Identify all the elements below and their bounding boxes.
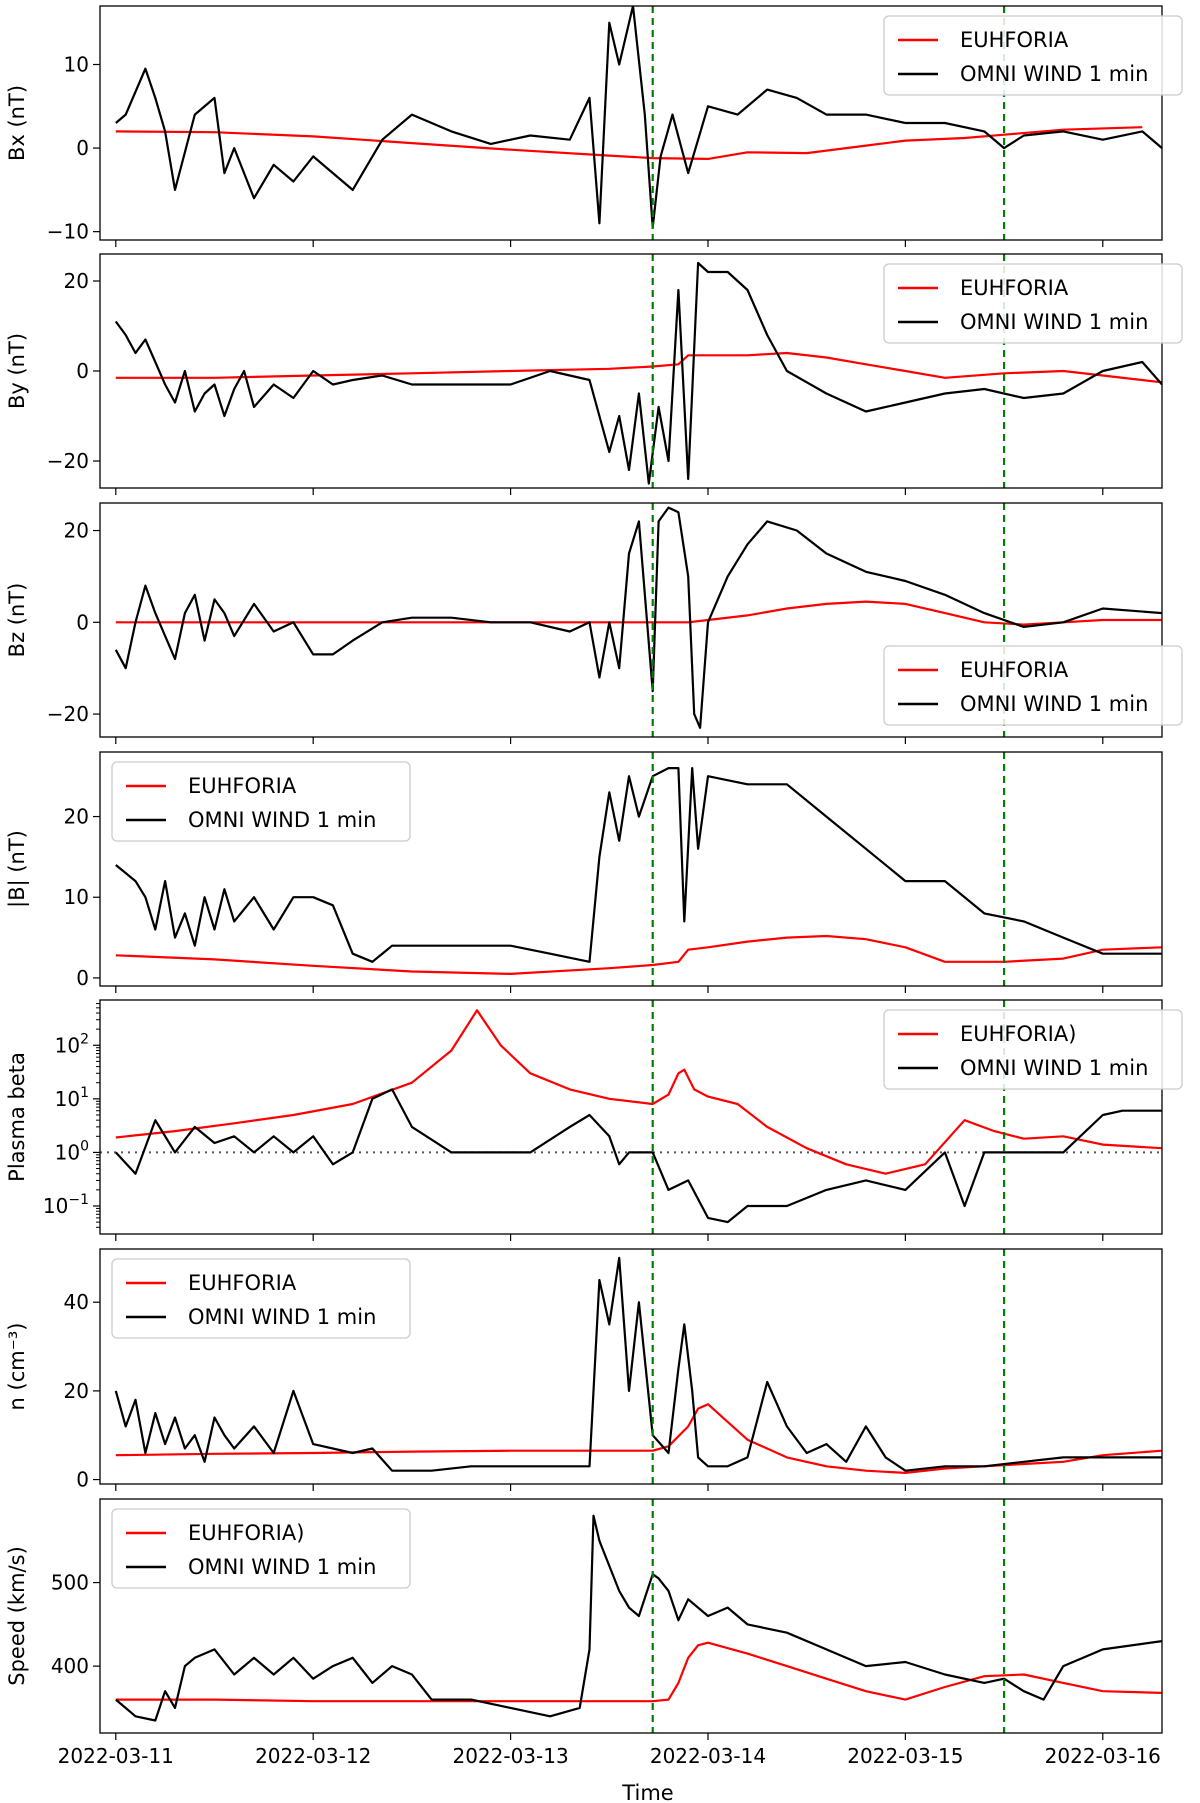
y-tick-label: 0 <box>76 966 89 990</box>
legend: EUHFORIA OMNI WIND 1 min <box>883 263 1183 344</box>
series-omni-wind <box>115 766 1162 963</box>
y-tick-label: 20 <box>64 805 89 829</box>
y-tick-label: −10 <box>47 220 89 244</box>
y-tick-label: 102 <box>55 1031 89 1057</box>
series-omni-wind <box>114 261 1162 485</box>
plot-frame <box>99 502 1163 738</box>
legend-label: OMNI WIND 1 min <box>960 62 1148 86</box>
legend: EUHFORIA) OMNI WIND 1 min <box>883 1009 1183 1090</box>
y-tick-label: 0 <box>76 359 89 383</box>
y-axis-title: Bz (nT) <box>5 583 29 658</box>
panel-3: −20 0 20 Bz (nT) EUHFORIA OMNI WIND 1 min <box>5 502 1183 744</box>
y-axis-title: n (cm⁻³) <box>5 1323 29 1411</box>
y-tick-label: 100 <box>55 1138 89 1164</box>
y-tick-label: 20 <box>64 269 89 293</box>
y-tick-label: −20 <box>47 449 89 473</box>
legend-label: EUHFORIA <box>188 774 297 798</box>
y-tick-label: 10 <box>64 53 89 77</box>
legend-label: OMNI WIND 1 min <box>188 808 376 832</box>
x-tick-label: 2022-03-13 <box>452 1744 568 1768</box>
x-axis-title: Time <box>621 1781 673 1803</box>
series-euhforia <box>115 1009 1162 1175</box>
series-omni-wind <box>115 6 1162 229</box>
series-euhforia <box>115 600 1162 626</box>
legend-box <box>111 1508 411 1589</box>
y-axis-title: Speed (km/s) <box>5 1546 29 1686</box>
series-euhforia <box>115 351 1162 384</box>
series-euhforia <box>115 126 1143 160</box>
legend-box <box>111 761 411 842</box>
legend-label: EUHFORIA <box>960 28 1069 52</box>
legend-label: OMNI WIND 1 min <box>188 1305 376 1329</box>
legend-label: EUHFORIA <box>960 276 1069 300</box>
series-euhforia <box>115 1403 1162 1475</box>
y-axis-title: Bx (nT) <box>5 85 29 161</box>
x-tick-label: 2022-03-11 <box>58 1744 174 1768</box>
y-tick-label: 10 <box>64 885 89 909</box>
legend-label: OMNI WIND 1 min <box>960 692 1148 716</box>
panel-5: 10−1 100 101 102 Plasma beta EUHFORIA) OMNI WI… <box>5 999 1183 1241</box>
y-tick-label: 101 <box>55 1085 89 1111</box>
legend-label: OMNI WIND 1 min <box>960 310 1148 334</box>
y-axis-title: By (nT) <box>5 333 29 409</box>
y-tick-label: 20 <box>64 1379 89 1403</box>
legend-box <box>883 645 1183 726</box>
panel-7: 400 500 Speed (km/s) EUHFORIA) OMNI WIND 1 m… <box>5 1498 1163 1740</box>
legend-label: EUHFORIA <box>188 1271 297 1295</box>
series-omni-wind <box>114 506 1162 729</box>
plot-frame <box>99 1498 1163 1734</box>
x-tick-label: 2022-03-14 <box>650 1744 766 1768</box>
legend-box <box>883 1009 1183 1090</box>
x-tick-label: 2022-03-15 <box>847 1744 963 1768</box>
plot-frame <box>99 751 1163 987</box>
legend: EUHFORIA OMNI WIND 1 min <box>883 15 1183 96</box>
legend-box <box>883 15 1183 96</box>
legend-box <box>111 1258 411 1339</box>
panel-4: 0 10 20 |B| (nT) EUHFORIA OMNI WIND 1 min <box>5 751 1163 993</box>
plot-frame <box>99 999 1163 1235</box>
panel-2: −20 0 20 By (nT) EUHFORIA OMNI WIND 1 min <box>5 253 1183 495</box>
x-tick-label: 2022-03-12 <box>255 1744 371 1768</box>
legend-box <box>883 263 1183 344</box>
plot-frame <box>99 5 1163 241</box>
legend-label: EUHFORIA) <box>960 1022 1076 1046</box>
y-tick-label: 40 <box>64 1290 89 1314</box>
x-tick-label: 2022-03-16 <box>1045 1744 1161 1768</box>
y-tick-label: 500 <box>51 1571 89 1595</box>
y-tick-label: 400 <box>51 1654 89 1678</box>
y-tick-label: 10−1 <box>43 1192 89 1218</box>
x-axis: 2022-03-11 2022-03-12 2022-03-13 2022-03-14… <box>58 1744 1161 1768</box>
y-tick-label: 0 <box>76 610 89 634</box>
legend-label: EUHFORIA <box>960 658 1069 682</box>
legend-label: OMNI WIND 1 min <box>960 1056 1148 1080</box>
legend: EUHFORIA) OMNI WIND 1 min <box>111 1508 411 1589</box>
legend-label: EUHFORIA) <box>188 1521 304 1545</box>
series-euhforia <box>115 934 1162 976</box>
legend: EUHFORIA OMNI WIND 1 min <box>111 1258 411 1339</box>
panel-1: −10 0 10 Bx (nT) EUHFORIA OMNI WIND 1 min <box>5 5 1183 247</box>
legend: EUHFORIA OMNI WIND 1 min <box>883 645 1183 726</box>
y-axis-title: Plasma beta <box>5 1052 29 1182</box>
y-tick-label: 0 <box>76 1468 89 1492</box>
y-tick-label: 0 <box>76 136 89 160</box>
series-omni-wind <box>114 1256 1162 1472</box>
y-axis-title: |B| (nT) <box>5 830 30 908</box>
plot-frame <box>99 1248 1163 1485</box>
series-omni-wind <box>115 1514 1162 1722</box>
panel-6: 0 20 40 n (cm⁻³) EUHFORIA OMNI WIND 1 min <box>5 1248 1163 1492</box>
y-tick-label: −20 <box>47 702 89 726</box>
series-omni-wind <box>114 1088 1162 1224</box>
legend-label: OMNI WIND 1 min <box>188 1555 376 1579</box>
y-tick-label: 20 <box>64 519 89 543</box>
legend: EUHFORIA OMNI WIND 1 min <box>111 761 411 842</box>
